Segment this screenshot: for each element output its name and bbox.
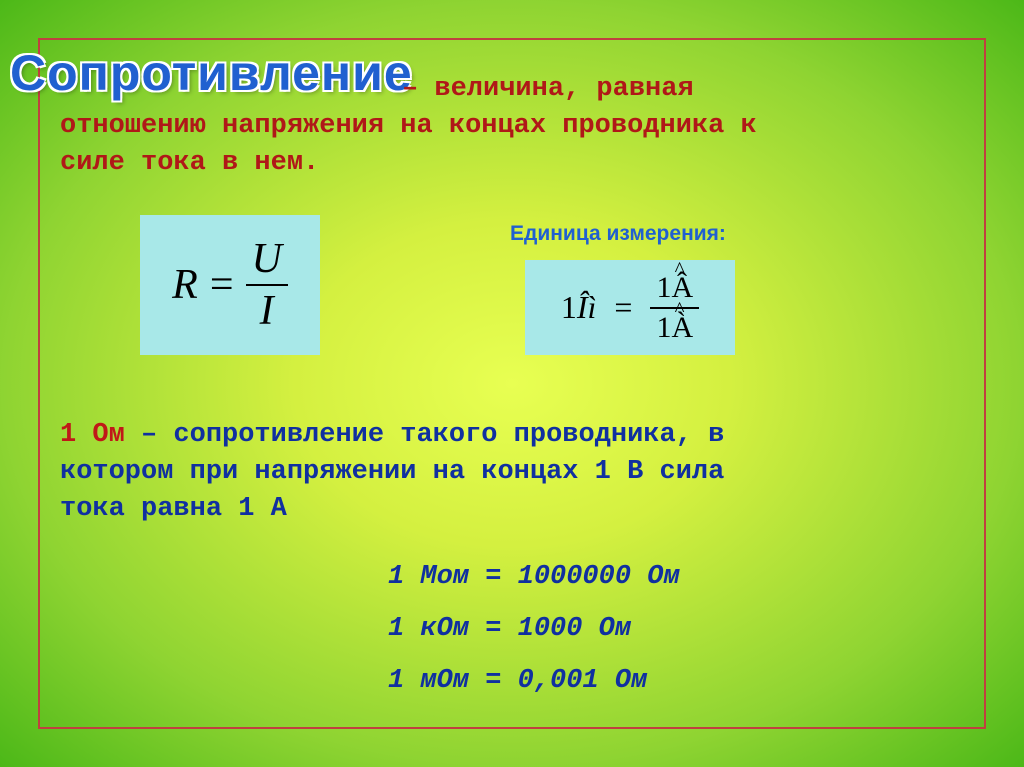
unit-fraction: 1Â 1À [650,273,699,343]
conversion-1: 1 Мом = 1000000 Ом [388,562,680,592]
unit-lhs-num: 1 [561,289,577,325]
conversion-2: 1 кОм = 1000 Ом [388,614,631,644]
formula-denominator: I [254,286,280,332]
unit-lhs: 1Îì [561,289,597,326]
formula-numerator: U [246,238,288,284]
unit-eq: = [614,289,632,326]
ohm-def-line-1: 1 Ом – сопротивление такого проводника, … [60,420,724,450]
title: Сопротивление [10,44,413,102]
unit-label: Единица измерения: [510,222,726,246]
unit-formula: 1Îì = 1Â 1À [525,260,735,355]
ohm-def-highlight: 1 Ом [60,420,125,450]
ohm-def-line-3: тока равна 1 А [60,494,287,524]
ohm-def-line-2: котором при напряжении на концах 1 В сил… [60,457,724,487]
unit-denominator: 1À [650,309,699,343]
definition-line-2: отношению напряжения на концах проводник… [60,111,757,141]
main-formula: R = U I [140,215,320,355]
definition-line-1: – величина, равная [402,74,694,104]
definition-line-3: силе тока в нем. [60,148,319,178]
unit-lhs-sym: Îì [577,289,597,325]
formula-eq: = [210,261,234,309]
formula-fraction: U I [246,238,288,332]
formula-lhs: R [172,261,198,309]
conversion-3: 1 мОм = 0,001 Ом [388,666,647,696]
ohm-def-l1-rest: – сопротивление такого проводника, в [125,420,725,450]
